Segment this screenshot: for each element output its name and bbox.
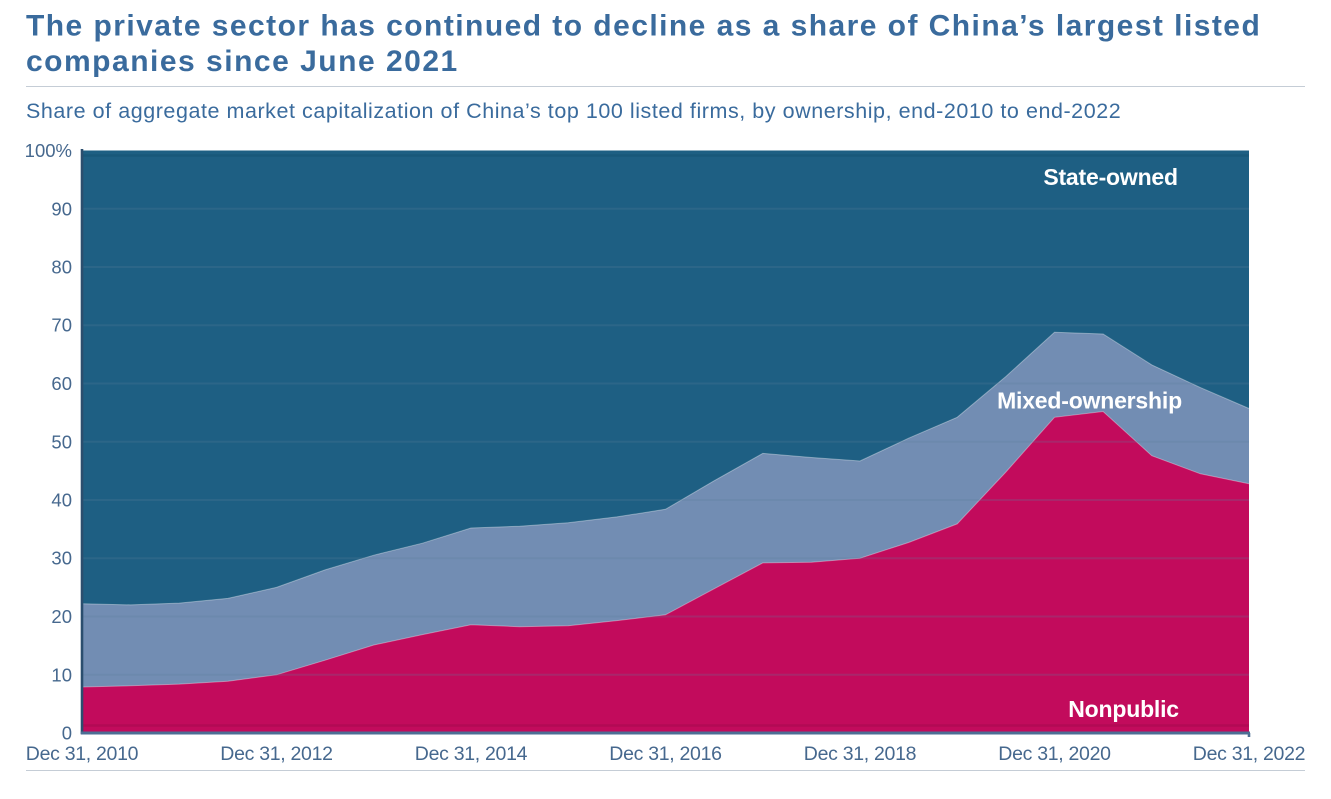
svg-text:Dec 31, 2010: Dec 31, 2010 — [26, 743, 139, 765]
svg-text:30: 30 — [51, 548, 72, 569]
svg-text:State-owned: State-owned — [1043, 164, 1178, 190]
svg-text:80: 80 — [51, 257, 72, 278]
svg-text:50: 50 — [51, 431, 72, 452]
svg-text:90: 90 — [51, 198, 72, 219]
svg-text:40: 40 — [51, 490, 72, 511]
svg-text:Mixed-ownership: Mixed-ownership — [997, 388, 1182, 414]
svg-text:100%: 100% — [25, 140, 72, 161]
svg-text:Dec 31, 2016: Dec 31, 2016 — [609, 743, 721, 765]
svg-text:Dec 31, 2022: Dec 31, 2022 — [1193, 743, 1305, 765]
svg-text:The private sector has continu: The private sector has continued to decl… — [26, 10, 1261, 43]
svg-text:0: 0 — [62, 723, 72, 744]
svg-text:60: 60 — [51, 373, 72, 394]
svg-text:Share of aggregate market capi: Share of aggregate market capitalization… — [26, 99, 1121, 123]
svg-text:Dec 31, 2014: Dec 31, 2014 — [415, 743, 528, 765]
svg-text:companies since June 2021: companies since June 2021 — [26, 45, 459, 78]
svg-text:10: 10 — [51, 664, 72, 685]
svg-text:Dec 31, 2012: Dec 31, 2012 — [220, 743, 332, 765]
svg-text:Dec 31, 2018: Dec 31, 2018 — [804, 743, 916, 765]
svg-text:70: 70 — [51, 315, 72, 336]
svg-text:Dec 31, 2020: Dec 31, 2020 — [998, 743, 1111, 765]
svg-text:20: 20 — [51, 606, 72, 627]
svg-text:Nonpublic: Nonpublic — [1068, 696, 1179, 722]
